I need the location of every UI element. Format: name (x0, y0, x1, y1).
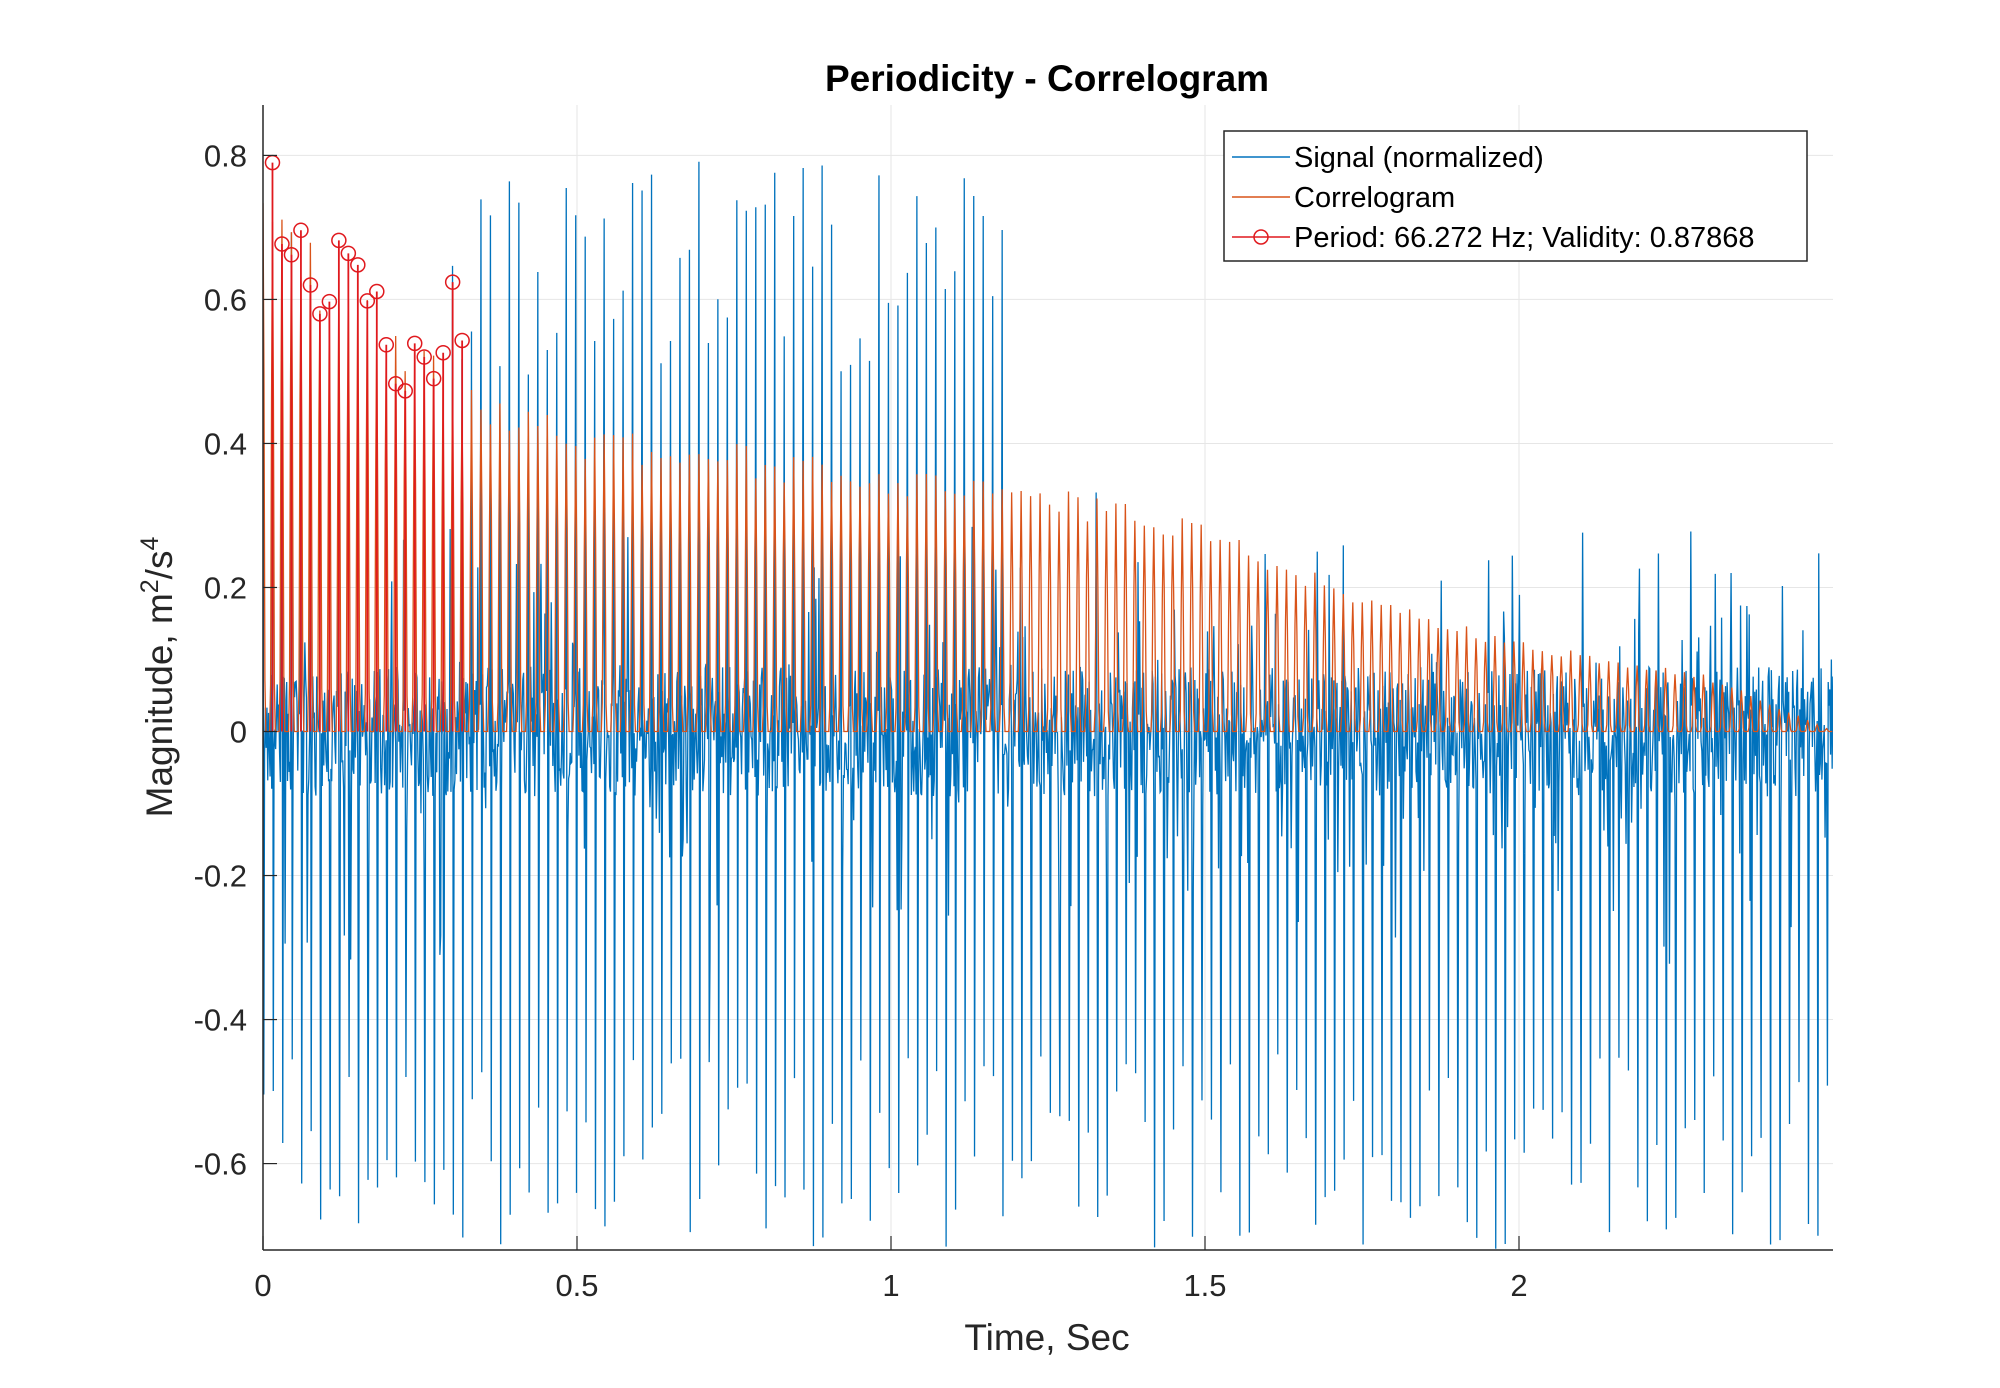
period-marker (406, 335, 423, 352)
chart-title: Periodicity - Correlogram (825, 58, 1269, 99)
x-tick-label: 1.5 (1183, 1268, 1226, 1303)
period-marker (454, 332, 470, 349)
y-tick-label: 0 (230, 715, 247, 750)
legend-marker-period (1253, 229, 1269, 245)
y-axis-label-sup-1: 2 (136, 579, 164, 593)
tick-labels: 0 0.5 1 1.5 2 -0.6 -0.4 -0.2 0 0.2 0.4 0.6 0.8 (194, 138, 1528, 1303)
y-tick-label: -0.4 (194, 1003, 247, 1038)
x-axis-label: Time, Sec (964, 1317, 1129, 1358)
period-marker (435, 344, 451, 361)
period-marker (331, 232, 347, 249)
legend-entry-signal: Signal (normalized) (1294, 142, 1544, 174)
y-tick-label: -0.2 (194, 859, 247, 894)
x-tick-label: 2 (1510, 1268, 1527, 1303)
period-marker (321, 293, 338, 310)
legend: Signal (normalized) Correlogram Period: … (1223, 130, 1808, 262)
axes (262, 105, 1833, 1251)
legend-box (1223, 130, 1808, 262)
y-axis-label: Magnitude, m2/s4 (136, 537, 180, 818)
period-marker (359, 293, 376, 309)
x-tick-label: 1 (882, 1268, 899, 1303)
period-marker (425, 370, 442, 387)
period-marker (369, 283, 385, 300)
series-signal-line (263, 161, 1833, 1249)
period-marker (397, 383, 413, 399)
series-correlogram-line (263, 203, 1833, 733)
period-marker (293, 222, 309, 239)
y-axis-label-mid: /s (139, 551, 180, 580)
y-tick-label: 0.6 (204, 282, 247, 317)
y-tick-label: 0.2 (204, 570, 247, 605)
period-marker (312, 306, 328, 322)
legend-entry-period: Period: 66.272 Hz; Validity: 0.87868 (1294, 222, 1755, 254)
period-marker (274, 236, 290, 252)
x-tick-label: 0 (254, 1268, 271, 1303)
legend-entry-correlogram: Correlogram (1294, 182, 1455, 214)
y-tick-label: 0.4 (204, 426, 247, 461)
period-marker (378, 337, 395, 353)
period-marker (283, 247, 300, 263)
period-marker (302, 277, 319, 293)
y-tick-label: -0.6 (194, 1147, 247, 1182)
x-tick-label: 0.5 (555, 1268, 598, 1303)
y-tick-label: 0.8 (204, 138, 247, 173)
y-axis-label-base: Magnitude, m (139, 593, 180, 817)
period-marker (444, 274, 461, 290)
period-marker (416, 349, 432, 365)
period-marker (350, 257, 366, 273)
y-axis-label-sup-2: 4 (136, 537, 164, 551)
period-marker (340, 245, 357, 262)
